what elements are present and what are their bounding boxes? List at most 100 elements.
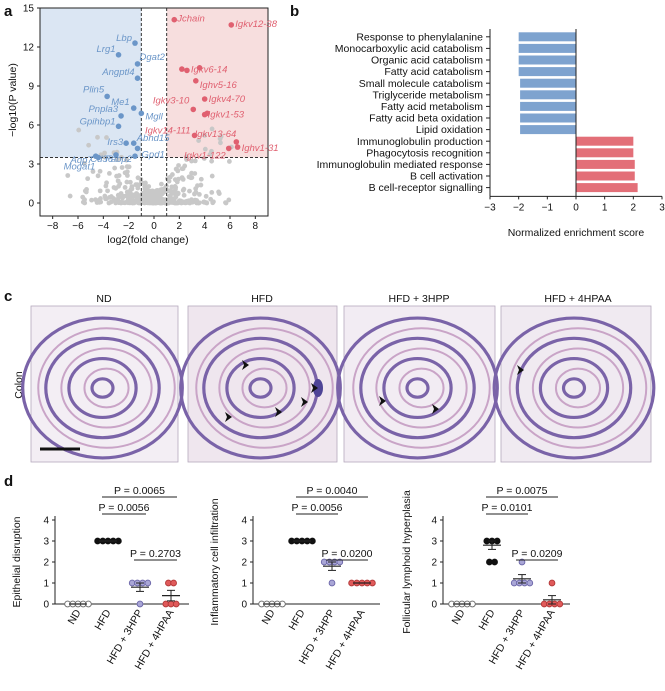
y-tick-label: 2 [431,558,437,569]
background-gene-point [203,200,209,206]
down-gene-label: Dgat2 [140,52,166,63]
group-label: HFD [476,607,497,632]
background-gene-point [116,194,122,199]
colon-swiss-roll-ring [375,347,468,429]
background-gene-point [169,191,175,196]
up-gene-label: Igkv1-53 [208,110,245,121]
down-gene-label: Irs3 [107,137,124,148]
background-gene-point [89,197,94,203]
enrichment-term-label: Immunoglobulin mediated response [317,159,484,171]
up-gene-label: Igkv3-10 [153,95,190,106]
background-gene-point [202,146,208,152]
background-gene-point [189,158,194,164]
data-point [526,579,534,587]
background-gene-point [187,188,192,194]
background-gene-point [101,154,107,160]
colon-swiss-roll-ring [538,356,610,420]
arrowhead-marker [301,397,308,407]
background-gene-point [192,158,198,164]
up-gene-label: Igkv12-38 [235,19,277,30]
down-gene-point [113,152,119,158]
colon-swiss-roll-ring [561,377,587,399]
down-gene-point [130,105,137,111]
down-gene-label: Gpd1 [142,149,165,160]
dotplot-ylabel: Inflammatory cell infiltration [209,498,221,625]
up-gene-label: Igkv6-14 [191,64,227,75]
background-gene-point [82,160,87,166]
y-tick-label: 3 [43,537,49,548]
background-gene-point [85,176,91,182]
colon-swiss-roll-ring [44,336,161,440]
x-tick-label: 0 [573,202,579,213]
enrichment-bar [576,136,634,146]
background-gene-point [103,183,109,189]
down-gene-point [104,93,110,100]
background-gene-point [122,185,128,190]
background-gene-point [173,194,179,200]
down-gene-label: Cd36 [90,154,113,165]
enrichment-term-label: Immunoglobulin production [357,136,483,148]
x-tick-label: −8 [47,221,59,232]
y-tick-label: 12 [23,43,35,54]
background-gene-point [115,157,120,162]
background-gene-point [203,193,209,199]
histology-images [21,305,656,463]
colon-swiss-roll-ring [508,327,648,449]
background-gene-point [223,200,229,206]
group-label: HFD [92,607,113,632]
group-label: ND [450,607,468,626]
enrichment-term-label: Lipid oxidation [416,124,483,136]
enrichment-term-label: Organic acid catabolism [371,55,483,67]
up-gene-point [201,96,208,102]
colon-swiss-roll-ring [405,377,430,399]
up-gene-point [225,145,232,152]
up-gene-label: Igkv13-64 [195,129,237,140]
up-gene-label: Igkv14-111 [145,125,191,136]
enrichment-term-label: Fatty acid beta oxidation [369,113,483,125]
data-point [328,579,336,587]
x-tick-label: 2 [631,202,637,213]
background-gene-point [76,127,82,133]
background-gene-point [181,192,187,198]
histo-title-hfd: HFD [251,293,273,305]
enrichment-bar [520,90,576,100]
y-tick-label: 3 [28,160,34,171]
p-value-label: P = 0.0040 [307,485,358,497]
background-gene-point [102,150,107,156]
x-tick-label: 3 [659,202,665,213]
arrowhead-marker [225,412,232,422]
up-gene-point [190,106,197,113]
data-point [136,600,144,608]
panel-label-a: a [4,3,13,20]
volcano-ylabel: −log10(P value) [7,63,19,137]
background-gene-point [174,179,180,185]
down-gene-label: Me1 [111,97,129,108]
panel-label-d: d [4,473,13,490]
background-gene-point [193,189,199,195]
up-gene-point [234,144,241,150]
down-gene-point [134,75,141,81]
background-gene-point [108,194,114,199]
background-gene-point [180,176,186,182]
colon-swiss-roll-ring [531,347,625,429]
colon-swiss-roll-ring [515,336,633,440]
up-gene-point [184,67,190,74]
arrowhead-marker [242,360,249,370]
data-point [336,558,344,566]
down-gene-point [95,154,102,161]
background-gene-point [127,179,133,185]
down-gene-point [123,140,129,146]
arrowhead-marker [432,404,439,414]
up-gene-point [233,139,240,145]
background-gene-point [114,173,119,179]
dotplot-inflammatory-infiltration: 0 1 2 3 4 Inflammatory cell infiltration ND HFD… [209,485,380,672]
down-gene-point [132,153,138,159]
enrichment-bar [520,125,576,135]
enrichment-term-label: Triglyceride metabolism [373,89,484,101]
y-tick-label: 9 [28,82,34,93]
data-point [556,600,564,608]
down-gene-point [138,110,145,117]
background-gene-point [208,196,214,202]
colon-swiss-roll-ring [195,327,334,449]
